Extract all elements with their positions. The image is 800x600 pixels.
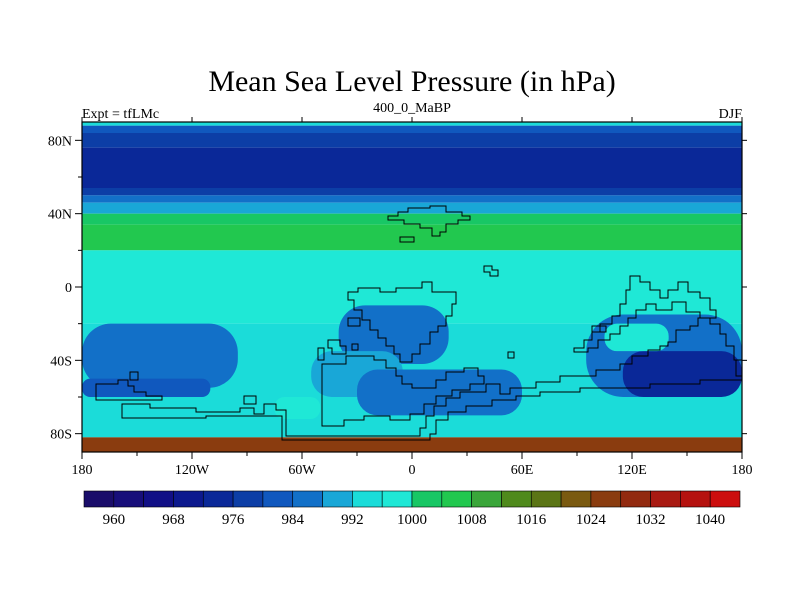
pressure-band-7 [82,213,742,225]
colorbar-label-1: 968 [162,512,185,528]
coastline-10 [243,395,257,405]
colorbar: 960 968 976 984 992 1000 1008 1016 1024 1032 1040 [83,490,741,528]
colorbar-label-2: 976 [222,512,245,528]
colorbar-label-3: 984 [281,512,304,528]
pressure-band-4 [82,188,742,196]
season-label: DJF [719,107,743,122]
coastline-15 [591,325,607,333]
colorbar-bin-18 [620,490,651,508]
coastline-14 [573,275,717,353]
pressure-field [82,122,742,452]
colorbar-bin-6 [262,490,294,508]
x-tick-label-5: 120E [617,463,647,478]
continent-outlines [95,205,743,441]
y-tick-label-4: 80S [50,428,72,443]
coastline-12 [321,355,485,427]
pressure-band-1 [82,125,742,133]
colorbar-bin-11 [411,490,443,508]
colorbar-bin-3 [173,490,204,508]
pressure-feature-6 [357,369,522,416]
colorbar-label-5: 1000 [397,512,427,528]
map-axes: 180 120W 60W 0 60E 120E 180 80N 40N 0 40S 80S [48,117,753,478]
colorbar-bin-16 [560,490,592,508]
coastline-5 [327,339,347,355]
colorbar-label-6: 1008 [457,512,487,528]
pressure-band-0 [82,122,742,126]
chart-title: Mean Sea Level Pressure (in hPa) [208,65,615,98]
colorbar-bin-8 [322,490,353,508]
colorbar-bin-17 [590,490,622,508]
y-tick-label-0: 80N [48,134,72,149]
y-tick-label-1: 40N [48,208,72,223]
colorbar-bin-21 [709,490,741,508]
colorbar-bin-0 [83,490,115,508]
x-tick-label-6: 180 [732,463,753,478]
colorbar-label-7: 1016 [516,512,547,528]
pressure-feature-0 [82,323,238,388]
coastline-1 [399,236,415,243]
time-label: 400_0_MaBP [373,101,451,116]
x-tick-label-3: 0 [409,463,416,478]
x-tick-label-1: 120W [175,463,210,478]
pressure-band-5 [82,195,742,203]
coastline-11 [121,317,743,441]
colorbar-label-8: 1024 [576,512,607,528]
colorbar-bin-14 [501,490,532,508]
pressure-feature-8 [604,323,669,352]
colorbar-bin-13 [471,490,502,508]
pressure-band-3 [82,147,742,188]
y-tick-label-3: 40S [50,354,72,369]
coastline-8 [129,371,139,381]
coastline-6 [317,347,325,361]
coastline-3 [347,281,457,363]
coastline-7 [351,343,359,351]
colorbar-bin-12 [441,490,472,508]
x-tick-label-0: 180 [72,463,93,478]
y-tick-label-2: 0 [65,281,72,296]
colorbar-bin-4 [202,490,234,508]
colorbar-bin-9 [352,490,383,508]
pressure-feature-1 [82,378,211,397]
colorbar-bin-7 [292,490,323,508]
colorbar-bin-20 [680,490,711,508]
coastline-0 [387,205,471,237]
pressure-band-2 [82,133,742,148]
pressure-feature-5 [622,351,742,397]
colorbar-label-4: 992 [341,512,364,528]
coastline-2 [483,265,499,277]
colorbar-bin-19 [650,490,681,508]
coastline-4 [347,317,361,327]
colorbar-bin-10 [381,490,413,508]
experiment-label: Expt = tfLMc [82,107,159,122]
pressure-band-11 [82,437,742,452]
colorbar-bin-1 [113,490,144,508]
colorbar-label-0: 960 [103,512,126,528]
colorbar-bin-2 [143,490,174,508]
colorbar-bin-15 [530,490,562,508]
colorbar-bin-5 [232,490,264,508]
coastline-13 [507,351,515,359]
colorbar-label-9: 1032 [636,512,666,528]
coastline-9 [95,379,163,401]
x-tick-label-4: 60E [511,463,534,478]
x-tick-label-2: 60W [288,463,316,478]
colorbar-label-10: 1040 [695,512,725,528]
